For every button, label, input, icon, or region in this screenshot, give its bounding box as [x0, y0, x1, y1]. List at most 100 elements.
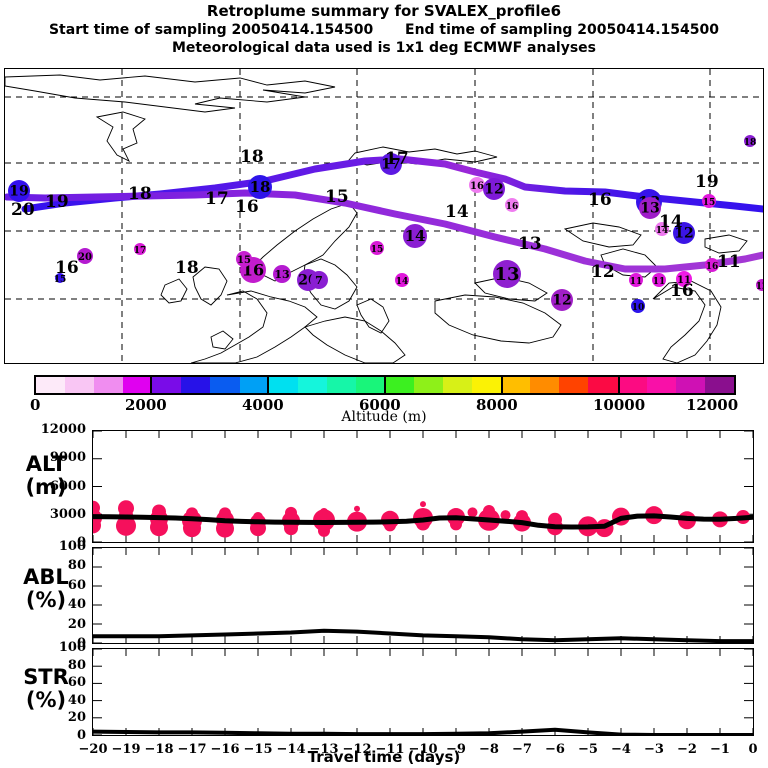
- colorbar-segment: [297, 377, 327, 393]
- altitude-colorbar[interactable]: [34, 375, 736, 395]
- trajectory-day-label: 15: [325, 187, 349, 207]
- cluster-marker-label: 17: [381, 157, 400, 173]
- trajectory-day-label: 12: [591, 262, 615, 282]
- ytick-label: 60: [67, 675, 86, 691]
- xtick-label: −1: [710, 742, 730, 757]
- panel-str[interactable]: [92, 648, 754, 736]
- cluster-marker-layer: 1918171816121413121615132071514131614121…: [8, 135, 763, 313]
- colorbar-tick-label: 12000: [686, 396, 739, 414]
- cluster-marker: [505, 198, 519, 212]
- cluster-marker: [493, 260, 521, 288]
- ytick-label: 20: [67, 710, 86, 726]
- coastline-layer: [5, 74, 748, 363]
- xtick-label: −9: [446, 742, 466, 757]
- trajectory-day-label: 18: [240, 147, 264, 167]
- end-time-label: End time of sampling 20050414.154500: [405, 22, 720, 38]
- cluster-marker: [77, 248, 93, 264]
- cluster-marker-label: 13: [494, 264, 519, 285]
- colorbar-segment: [530, 377, 560, 393]
- colorbar-tick-label: 10000: [593, 396, 646, 414]
- cluster-marker: [483, 178, 505, 200]
- cluster-marker: [55, 273, 65, 283]
- colorbar-segment: [36, 377, 66, 393]
- cluster-marker: [744, 135, 756, 147]
- cluster-marker-label: 12: [484, 182, 503, 198]
- scatter-point: [93, 517, 101, 534]
- cluster-marker: [629, 273, 643, 287]
- cluster-marker-label: 18: [744, 138, 757, 148]
- cluster-marker: [380, 153, 402, 175]
- cluster-marker-label: 12: [674, 226, 693, 242]
- title-block: Retroplume summary for SVALEX_profile6 S…: [0, 2, 768, 57]
- page-title: Retroplume summary for SVALEX_profile6: [206, 2, 562, 20]
- trajectory-day-label: 14: [445, 202, 469, 222]
- cluster-marker: [676, 271, 692, 287]
- colorbar-axis-label: Altitude (m): [341, 409, 427, 425]
- colorbar-segment: [675, 377, 705, 393]
- cluster-marker-label: 14: [656, 226, 669, 236]
- row-label-str: STR (%): [0, 665, 92, 712]
- scatter-point: [116, 515, 136, 536]
- colorbar-segment: [239, 377, 269, 393]
- colorbar-tick-label: 4000: [242, 396, 284, 414]
- xtick-label: −4: [611, 742, 631, 757]
- cluster-marker-label: 14: [405, 227, 426, 245]
- ytick-label: 100: [58, 640, 86, 655]
- colorbar-segment: [588, 377, 618, 393]
- scatter-point: [318, 524, 330, 537]
- row-label-alt: ALT (m): [0, 451, 92, 499]
- cluster-marker-label: 16: [470, 181, 484, 192]
- xtick-label: −3: [644, 742, 664, 757]
- row-label-line1: ALT: [25, 451, 67, 476]
- row-label-line2: (%): [25, 687, 67, 712]
- cluster-marker-label: 12: [552, 293, 571, 309]
- ytick-label: 0: [76, 636, 86, 651]
- colorbar-segment: [181, 377, 211, 393]
- cluster-marker: [652, 273, 666, 287]
- cluster-marker-label: 11: [677, 275, 691, 286]
- trajectory-lower: [5, 189, 763, 273]
- row-label-line2: (%): [25, 588, 67, 613]
- cluster-marker: [310, 271, 328, 289]
- cluster-marker: [551, 289, 573, 311]
- cluster-marker-label: 11: [630, 277, 643, 287]
- cluster-marker: [756, 279, 763, 291]
- cluster-marker-label: 17: [134, 246, 147, 256]
- ytick-label: 12000: [40, 422, 86, 437]
- series-line-alt: [93, 513, 753, 530]
- colorbar-division: [501, 375, 504, 395]
- colorbar-division: [617, 375, 620, 395]
- ytick-label: 9000: [49, 450, 86, 466]
- colorbar-tick-label: 6000: [359, 396, 401, 414]
- cluster-marker-label: 18: [250, 178, 271, 196]
- colorbar-segment: [559, 377, 589, 393]
- ytick-label: 0: [76, 535, 86, 550]
- xtick-label: −12: [342, 742, 372, 757]
- xtick-label: −13: [309, 742, 339, 757]
- colorbar-segment: [268, 377, 298, 393]
- colorbar-segment: [210, 377, 240, 393]
- xtick-label: −14: [276, 742, 306, 757]
- colorbar-segment: [384, 377, 415, 393]
- xtick-label: −10: [408, 742, 438, 757]
- xaxis-label: Travel time (days): [307, 748, 461, 766]
- scatter-point: [354, 505, 360, 512]
- cluster-marker: [236, 251, 252, 267]
- colorbar-segment: [326, 377, 356, 393]
- ytick-label: 40: [67, 597, 86, 613]
- sampling-time-line: Start time of sampling 20050414.154500 E…: [0, 21, 768, 39]
- row-label-line1: ABL: [23, 565, 69, 590]
- xtick-label: −5: [578, 742, 598, 757]
- colorbar-segment: [152, 377, 182, 393]
- xtick-label: −17: [177, 742, 207, 757]
- retroplume-map[interactable]: 1918171816121413121615132071514131614121…: [4, 68, 764, 364]
- scatter-point: [450, 518, 462, 531]
- xtick-label: −18: [144, 742, 174, 757]
- ytick-label: 60: [67, 577, 86, 593]
- panel-abl[interactable]: [92, 547, 754, 644]
- scatter-point: [500, 510, 511, 521]
- ytick-label: 0: [76, 728, 86, 743]
- ytick-label: 40: [67, 692, 86, 708]
- cluster-marker: [403, 224, 427, 248]
